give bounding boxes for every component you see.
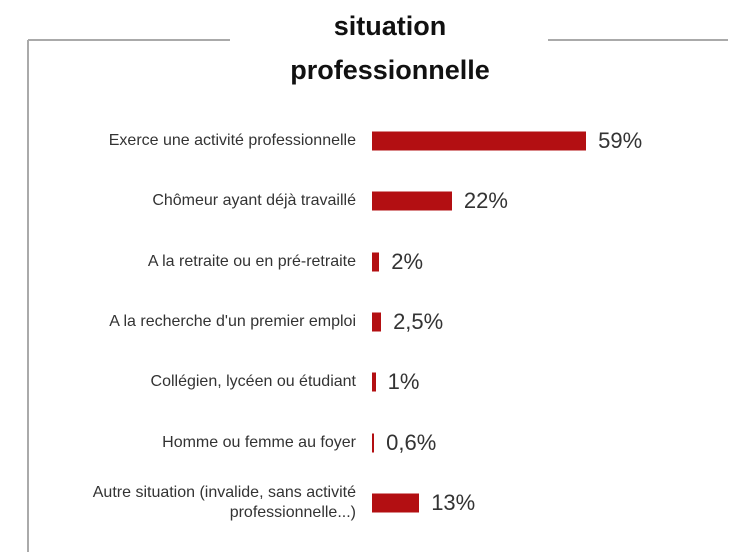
bar [372,191,452,211]
value-label: 2% [391,248,424,274]
bar [372,312,382,332]
category-label: A la retraite ou en pré-retraite [147,252,356,270]
chart-title: situation professionnelle [290,11,490,85]
category-label: Autre situation (invalide, sans activité… [92,483,356,521]
value-label: 0,6% [386,429,437,455]
bar [372,131,587,151]
value-label: 22% [463,188,508,214]
category-label: A la recherche d'un premier emploi [109,312,356,330]
category-label: Exerce une activité professionnelle [108,132,356,149]
category-label: Chômeur ayant déjà travaillé [152,192,356,210]
category-label: Collégien, lycéen ou étudiant [150,373,356,391]
category-label: Homme ou femme au foyer [162,433,356,451]
value-label: 1% [387,369,420,395]
value-label: 13% [431,489,476,515]
bar [372,372,376,392]
bar [372,433,375,452]
bar [372,493,420,513]
value-label: 59% [598,128,643,153]
value-label: 2,5% [393,308,444,334]
bar [372,252,380,272]
